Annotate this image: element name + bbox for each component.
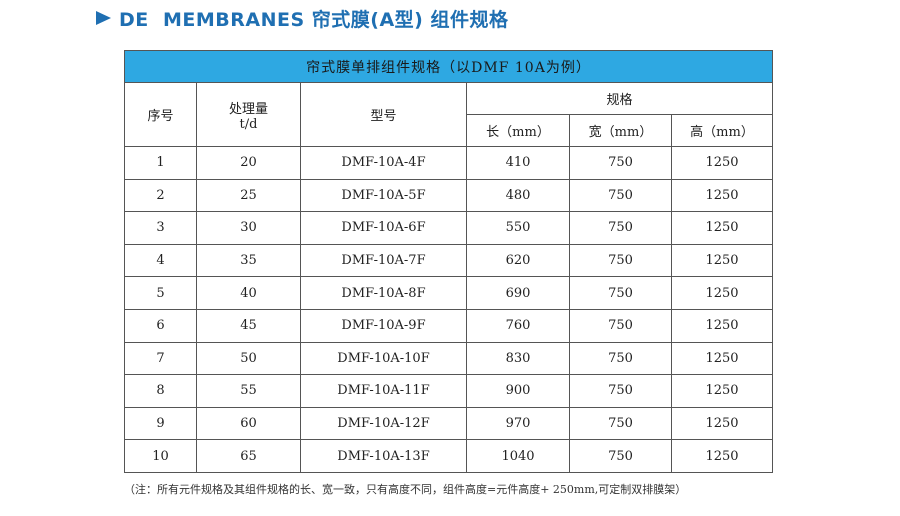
cell-width: 750 [569, 211, 672, 245]
cell-index: 9 [124, 406, 197, 441]
cell-index: 5 [124, 276, 197, 310]
cell-capacity: 55 [196, 374, 301, 408]
header-capacity-unit: t/d [239, 116, 258, 132]
table-row: 5 40 DMF-10A-8F 690 750 1250 [124, 276, 773, 310]
cell-height: 1250 [671, 308, 773, 343]
cell-capacity: 25 [196, 178, 301, 213]
cell-height: 1250 [671, 406, 773, 441]
cell-index: 8 [124, 374, 197, 408]
cell-width: 750 [569, 406, 672, 441]
table-row: 8 55 DMF-10A-11F 900 750 1250 [124, 374, 773, 408]
cell-model: DMF-10A-5F [300, 178, 467, 213]
header-model: 型号 [300, 82, 467, 147]
cell-capacity: 20 [196, 146, 301, 180]
table-row: 9 60 DMF-10A-12F 970 750 1250 [124, 406, 773, 441]
cell-capacity: 40 [196, 276, 301, 310]
header-spec: 规格 [466, 82, 773, 115]
cell-capacity: 45 [196, 308, 301, 343]
cell-index: 7 [124, 341, 197, 376]
cell-model: DMF-10A-12F [300, 406, 467, 441]
cell-length: 620 [466, 243, 570, 278]
page-heading: DE MEMBRANES 帘式膜(A型) 组件规格 [96, 4, 508, 32]
page-title: DE MEMBRANES 帘式膜(A型) 组件规格 [119, 8, 509, 31]
table-row: 7 50 DMF-10A-10F 830 750 1250 [124, 341, 773, 376]
header-index: 序号 [124, 82, 197, 147]
cell-model: DMF-10A-6F [300, 211, 467, 245]
cell-width: 750 [569, 276, 672, 310]
cell-width: 750 [569, 243, 672, 278]
cell-model: DMF-10A-10F [300, 341, 467, 376]
cell-height: 1250 [671, 243, 773, 278]
table-caption: 帘式膜单排组件规格（以DMF 10A为例） [124, 50, 773, 83]
cell-length: 760 [466, 308, 570, 343]
cell-width: 750 [569, 308, 672, 343]
cell-model: DMF-10A-4F [300, 146, 467, 180]
spec-table: 帘式膜单排组件规格（以DMF 10A为例） 序号 处理量 t/d 型号 规格 长… [124, 50, 773, 473]
cell-index: 6 [124, 308, 197, 343]
cell-model: DMF-10A-11F [300, 374, 467, 408]
cell-height: 1250 [671, 211, 773, 245]
table-row: 1 20 DMF-10A-4F 410 750 1250 [124, 146, 773, 180]
cell-height: 1250 [671, 374, 773, 408]
cell-length: 830 [466, 341, 570, 376]
table-row: 6 45 DMF-10A-9F 760 750 1250 [124, 308, 773, 343]
cell-height: 1250 [671, 178, 773, 213]
cell-height: 1250 [671, 439, 773, 473]
header-capacity: 处理量 t/d [196, 82, 301, 147]
cell-height: 1250 [671, 276, 773, 310]
cell-width: 750 [569, 374, 672, 408]
cell-capacity: 50 [196, 341, 301, 376]
cell-index: 10 [124, 439, 197, 473]
cell-capacity: 60 [196, 406, 301, 441]
cell-height: 1250 [671, 341, 773, 376]
cell-model: DMF-10A-7F [300, 243, 467, 278]
cell-length: 410 [466, 146, 570, 180]
cell-width: 750 [569, 146, 672, 180]
cell-width: 750 [569, 341, 672, 376]
cell-capacity: 65 [196, 439, 301, 473]
cell-model: DMF-10A-13F [300, 439, 467, 473]
cell-capacity: 30 [196, 211, 301, 245]
cell-model: DMF-10A-8F [300, 276, 467, 310]
cell-length: 550 [466, 211, 570, 245]
cell-index: 2 [124, 178, 197, 213]
cell-length: 1040 [466, 439, 570, 473]
header-capacity-label: 处理量 [228, 101, 268, 117]
table-row: 2 25 DMF-10A-5F 480 750 1250 [124, 178, 773, 213]
arrow-right-icon [96, 11, 111, 25]
cell-index: 3 [124, 211, 197, 245]
table-row: 10 65 DMF-10A-13F 1040 750 1250 [124, 439, 773, 473]
header-height: 高（mm） [671, 114, 773, 147]
cell-capacity: 35 [196, 243, 301, 278]
table-row: 3 30 DMF-10A-6F 550 750 1250 [124, 211, 773, 245]
table-row: 4 35 DMF-10A-7F 620 750 1250 [124, 243, 773, 278]
cell-width: 750 [569, 178, 672, 213]
cell-length: 690 [466, 276, 570, 310]
header-length: 长（mm） [466, 114, 570, 147]
cell-length: 480 [466, 178, 570, 213]
footnote: （注：所有元件规格及其组件规格的长、宽一致，只有高度不同，组件高度=元件高度+ … [124, 483, 687, 496]
cell-length: 970 [466, 406, 570, 441]
cell-index: 1 [124, 146, 197, 180]
cell-width: 750 [569, 439, 672, 473]
cell-index: 4 [124, 243, 197, 278]
cell-model: DMF-10A-9F [300, 308, 467, 343]
header-width: 宽（mm） [569, 114, 672, 147]
cell-height: 1250 [671, 146, 773, 180]
cell-length: 900 [466, 374, 570, 408]
